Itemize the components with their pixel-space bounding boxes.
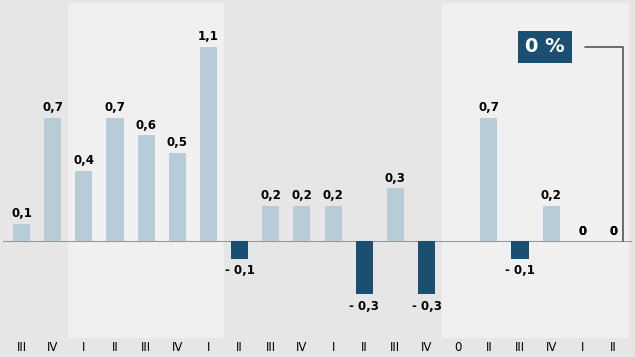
Text: - 0,1: - 0,1 [225,264,255,277]
Bar [13,223,30,241]
Text: 1,1: 1,1 [198,30,219,44]
Text: 0,5: 0,5 [167,136,188,150]
Text: 0: 0 [610,225,618,238]
Bar [324,206,342,241]
Bar [356,241,373,294]
Text: 0: 0 [610,225,618,238]
Bar [293,206,311,241]
Text: 0,2: 0,2 [323,190,344,202]
Bar [262,206,279,241]
Text: 0,4: 0,4 [73,154,94,167]
Bar [442,3,629,338]
Text: 0,2: 0,2 [291,190,312,202]
Text: 0,7: 0,7 [42,101,63,114]
Bar [480,117,497,241]
Bar [107,117,124,241]
Bar [44,117,61,241]
Bar [387,188,404,241]
Bar [224,3,442,338]
Bar [169,153,186,241]
Text: 0 %: 0 % [525,37,565,56]
Text: - 0,3: - 0,3 [411,300,441,313]
Bar [543,206,560,241]
Bar [200,47,217,241]
Text: - 0,3: - 0,3 [349,300,379,313]
Bar [68,3,224,338]
Bar [138,135,155,241]
Text: 0,1: 0,1 [11,207,32,220]
Text: - 0,1: - 0,1 [505,264,535,277]
Text: 0: 0 [578,225,587,238]
Text: 0,7: 0,7 [105,101,125,114]
Text: 0,2: 0,2 [541,190,561,202]
Text: 0,3: 0,3 [385,172,406,185]
Bar [231,241,248,259]
Text: 0,2: 0,2 [260,190,281,202]
Text: 0,7: 0,7 [478,101,499,114]
Bar [511,241,528,259]
Bar [75,171,92,241]
Text: 0: 0 [578,225,587,238]
Bar [418,241,435,294]
Text: 0,6: 0,6 [136,119,157,132]
Bar [6,3,68,338]
